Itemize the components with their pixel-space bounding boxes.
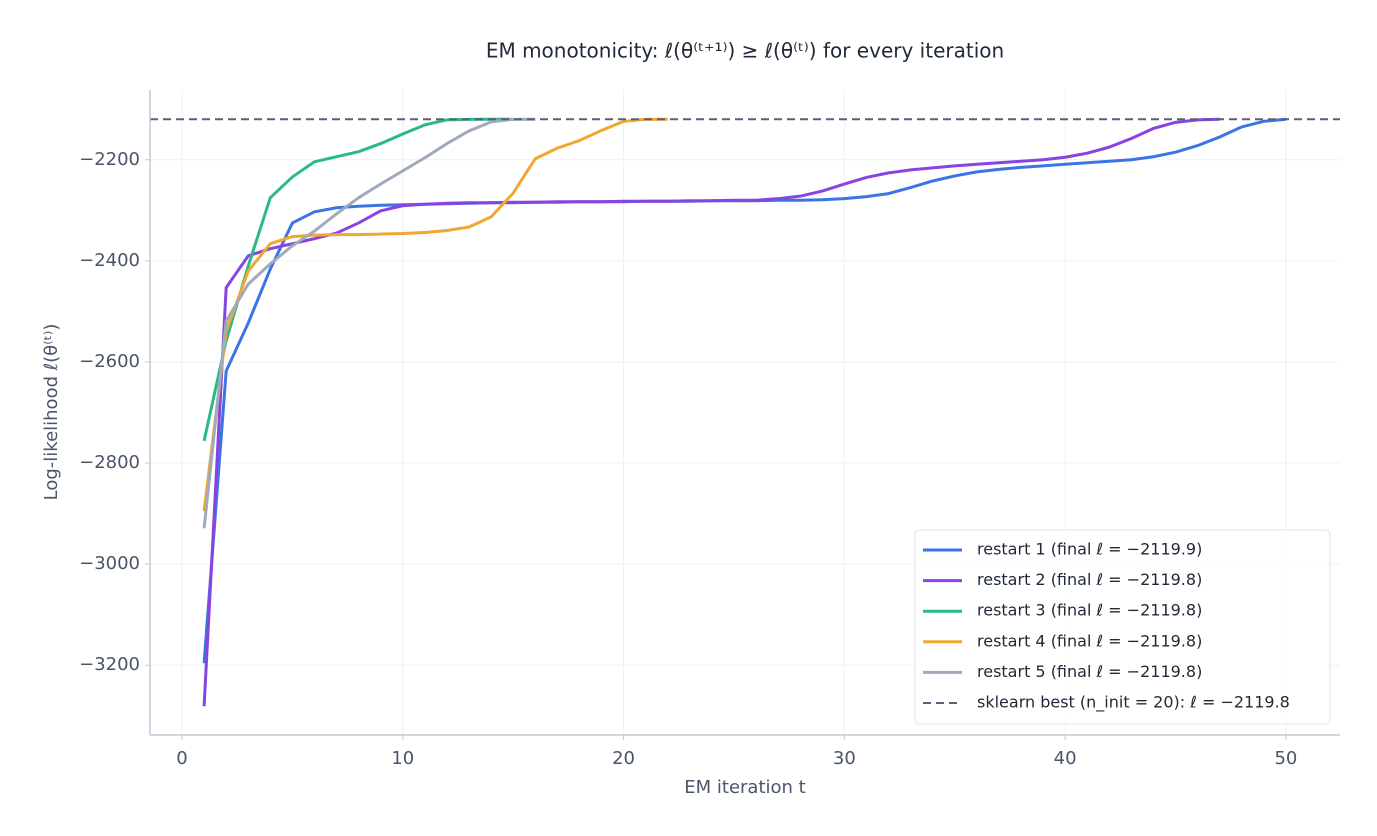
legend-label: restart 3 (final ℓ = −2119.8) bbox=[977, 601, 1202, 620]
legend-box bbox=[914, 529, 1331, 725]
y-tick-label: −2600 bbox=[79, 351, 140, 372]
plot-lines bbox=[150, 117, 1340, 707]
x-tick-label: 0 bbox=[176, 748, 187, 769]
legend-label: sklearn best (n_init = 20): ℓ = −2119.8 bbox=[977, 693, 1290, 713]
x-tick-label: 20 bbox=[612, 748, 635, 769]
x-tick-label: 50 bbox=[1274, 748, 1297, 769]
legend: restart 1 (final ℓ = −2119.9) restart 2 (… bbox=[914, 529, 1331, 725]
chart-title: EM monotonicity: ℓ(θ⁽ᵗ⁺¹⁾) ≥ ℓ(θ⁽ᵗ⁾) for… bbox=[486, 39, 1004, 63]
legend-label: restart 2 (final ℓ = −2119.8) bbox=[977, 570, 1202, 589]
grid: 0 10 20 30 40 50 −3200 −3000 −2800 −2600 −2400 −220… bbox=[79, 90, 1340, 769]
y-tick-label: −2800 bbox=[79, 452, 140, 473]
y-axis-label: Log-likelihood ℓ(θ⁽ᵗ⁾) bbox=[41, 324, 62, 501]
y-tick-label: −2400 bbox=[79, 250, 140, 271]
series-line bbox=[202, 117, 668, 512]
x-tick-label: 10 bbox=[391, 748, 414, 769]
series-line bbox=[202, 117, 1220, 707]
y-tick-label: −2200 bbox=[79, 149, 140, 170]
series-line bbox=[202, 117, 514, 442]
legend-label: restart 4 (final ℓ = −2119.8) bbox=[977, 631, 1202, 650]
x-tick-label: 30 bbox=[833, 748, 856, 769]
y-tick-label: −3000 bbox=[79, 553, 140, 574]
legend-label: restart 5 (final ℓ = −2119.8) bbox=[977, 662, 1202, 681]
series-line bbox=[202, 117, 536, 529]
x-tick-label: 40 bbox=[1054, 748, 1077, 769]
legend-label: restart 1 (final ℓ = −2119.9) bbox=[977, 540, 1202, 559]
x-axis-label: EM iteration t bbox=[684, 777, 805, 798]
y-tick-label: −3200 bbox=[79, 654, 140, 675]
